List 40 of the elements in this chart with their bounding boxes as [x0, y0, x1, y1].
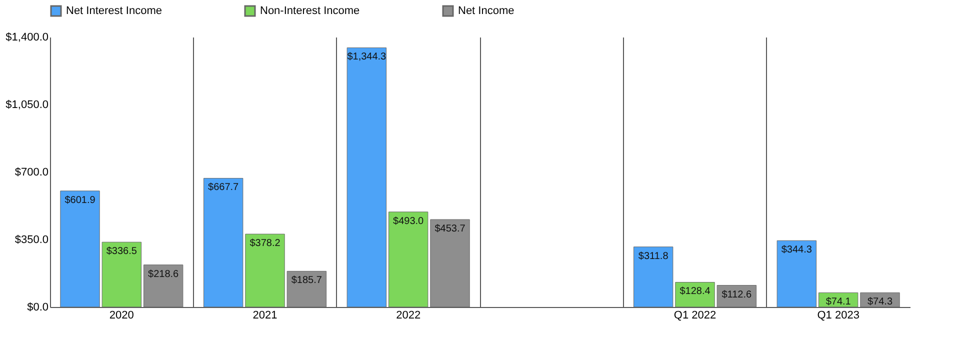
data-label: $112.6 [722, 289, 752, 300]
y-tick-label: $1,400.0 [6, 32, 48, 44]
data-label: $185.7 [291, 275, 322, 286]
legend-label: Non-Interest Income [260, 5, 360, 17]
x-tick-label: Q1 2023 [817, 310, 860, 322]
data-label: $493.0 [393, 216, 424, 227]
data-label: $453.7 [434, 224, 466, 234]
y-tick-label: $0.0 [27, 302, 48, 314]
data-label: $344.3 [781, 244, 812, 256]
data-label: $74.3 [867, 296, 893, 308]
data-label: $378.2 [250, 238, 281, 250]
bar [346, 47, 386, 308]
bar [102, 242, 142, 308]
bar [776, 240, 816, 308]
y-tick-label: $1,050.0 [6, 99, 48, 111]
bar [430, 219, 470, 308]
data-label: $218.6 [148, 268, 180, 280]
y-tick-label: $700.0 [14, 166, 48, 178]
legend-label: Net Income [458, 5, 514, 17]
x-tick-label: 2020 [109, 310, 134, 322]
bar [388, 212, 428, 308]
x-tick-label: 2021 [252, 310, 278, 322]
bar [634, 246, 674, 308]
bar [245, 234, 285, 308]
y-tick-label: $350.0 [14, 234, 48, 246]
bar [675, 282, 715, 308]
bar [60, 190, 100, 308]
data-label: $74.1 [826, 296, 852, 308]
data-label: $667.7 [208, 182, 240, 194]
bar [144, 264, 184, 308]
legend-label: Net Interest Income [66, 5, 162, 17]
bar [204, 178, 244, 308]
bar [286, 270, 326, 308]
x-tick-label: 2022 [396, 310, 421, 322]
data-label: $601.9 [64, 194, 96, 206]
x-tick-label: Q1 2022 [674, 310, 716, 322]
data-label: $1,344.3 [347, 52, 387, 63]
data-label: $336.5 [106, 246, 138, 258]
data-label: $311.8 [638, 250, 669, 262]
data-label: $128.4 [680, 286, 711, 298]
